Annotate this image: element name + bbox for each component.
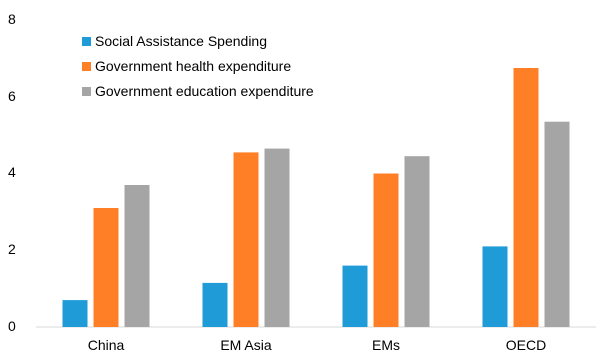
y-tick-label: 6 [8, 88, 16, 104]
legend-swatch [82, 62, 91, 71]
legend-label: Government health expenditure [95, 58, 291, 74]
bar [482, 246, 508, 327]
legend-swatch [82, 37, 91, 46]
bar [404, 156, 430, 327]
bar [62, 300, 88, 327]
legend-swatch [82, 87, 91, 96]
bar [513, 68, 539, 327]
x-tick-label: OECD [506, 337, 546, 353]
y-axis: 0 2 4 6 8 [8, 11, 16, 334]
y-tick-label: 4 [8, 164, 16, 180]
x-tick-label: EM Asia [220, 337, 272, 353]
bar [342, 265, 368, 327]
y-tick-label: 2 [8, 241, 16, 257]
bar [544, 121, 570, 327]
bar [373, 173, 399, 327]
bar [124, 185, 150, 327]
x-tick-label: China [88, 337, 125, 353]
legend: Social Assistance Spending Government hea… [82, 33, 314, 99]
bar [202, 282, 228, 327]
bar [93, 208, 119, 327]
bar [264, 148, 290, 327]
legend-label: Government education expenditure [95, 83, 314, 99]
x-tick-label: EMs [372, 337, 400, 353]
x-axis: China EM Asia EMs OECD [88, 337, 547, 353]
bar [233, 152, 259, 327]
y-tick-label: 8 [8, 11, 16, 27]
bars [62, 68, 570, 327]
legend-label: Social Assistance Spending [95, 33, 267, 49]
y-tick-label: 0 [8, 318, 16, 334]
